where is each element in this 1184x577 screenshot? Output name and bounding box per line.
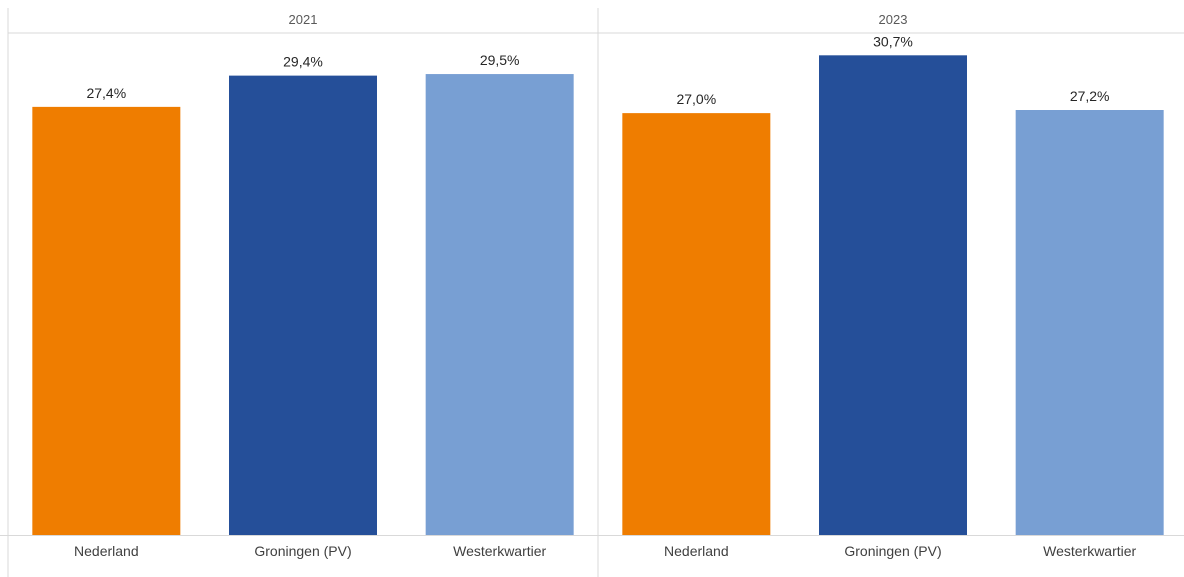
x-tick-label: Groningen (PV): [254, 543, 351, 559]
bar-groningen-pv: [819, 55, 967, 535]
data-label: 30,7%: [873, 33, 913, 49]
bar-groningen-pv: [229, 75, 377, 535]
x-tick-label: Westerkwartier: [453, 543, 546, 559]
panel-2023: 2023 27,0% Nederland 30,7% Groningen (PV) 27,…: [622, 12, 1164, 559]
data-label: 27,0%: [676, 91, 716, 107]
panel-dividers: [0, 8, 1184, 577]
data-label: 29,4%: [283, 54, 323, 70]
bar-westerkwartier: [1015, 110, 1164, 535]
panel-title: 2023: [879, 12, 908, 27]
x-tick-label: Westerkwartier: [1043, 543, 1136, 559]
x-tick-label: Groningen (PV): [844, 543, 941, 559]
x-tick-label: Nederland: [664, 543, 729, 559]
bar-nederland: [622, 113, 771, 535]
data-label: 29,5%: [480, 52, 520, 68]
panel-title: 2021: [289, 12, 318, 27]
data-label: 27,4%: [86, 85, 126, 101]
x-tick-label: Nederland: [74, 543, 139, 559]
chart-panels: 2021 27,4% Nederland 29,4% Groningen (PV) 29,…: [32, 12, 1164, 559]
panel-2021: 2021 27,4% Nederland 29,4% Groningen (PV) 29,…: [32, 12, 574, 559]
data-label: 27,2%: [1070, 88, 1110, 104]
bar-westerkwartier: [425, 74, 574, 535]
bar-nederland: [32, 106, 181, 535]
